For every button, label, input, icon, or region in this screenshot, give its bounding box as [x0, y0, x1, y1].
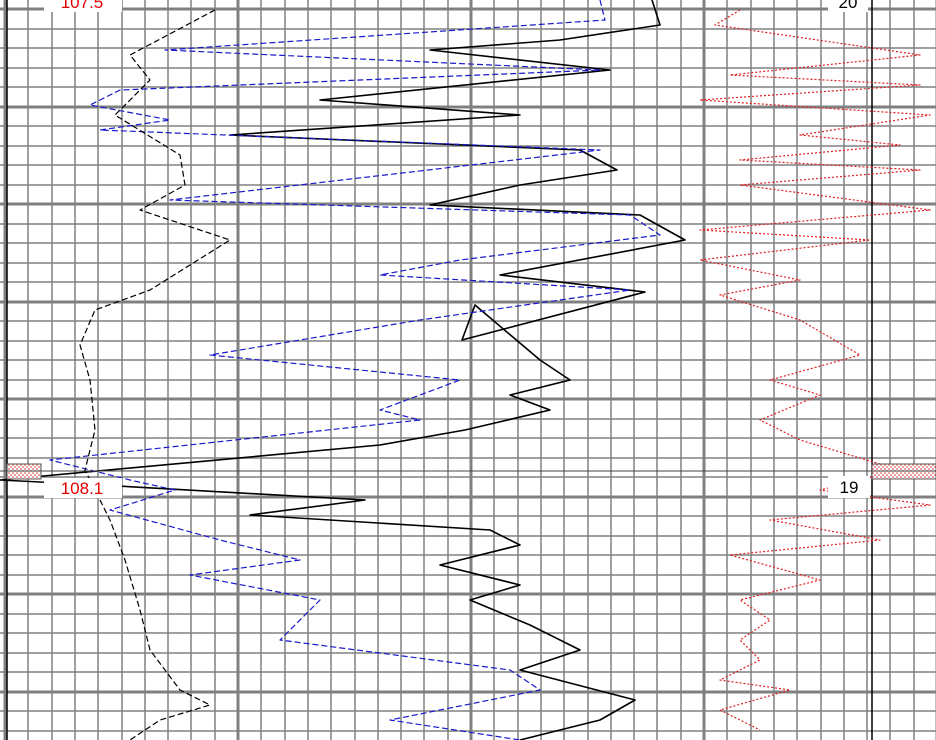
depth-label-top-left: 107.5 [61, 0, 104, 12]
depth-label-mid-left: 108.1 [61, 479, 104, 498]
log-curve-dashed-1 [49, 0, 661, 740]
log-curve-solid-0 [0, 0, 686, 740]
log-curve-dashed-2 [79, 9, 231, 740]
log-curve-dotted-3 [699, 9, 931, 731]
mid-left-label-bg [44, 478, 122, 498]
top-left-label-bg [44, 0, 122, 12]
mid-right-label-bg [828, 476, 870, 498]
top-right-label-bg [828, 0, 868, 12]
depth-label-mid-right: 19 [840, 478, 859, 497]
depth-label-top-right: 20 [839, 0, 858, 12]
